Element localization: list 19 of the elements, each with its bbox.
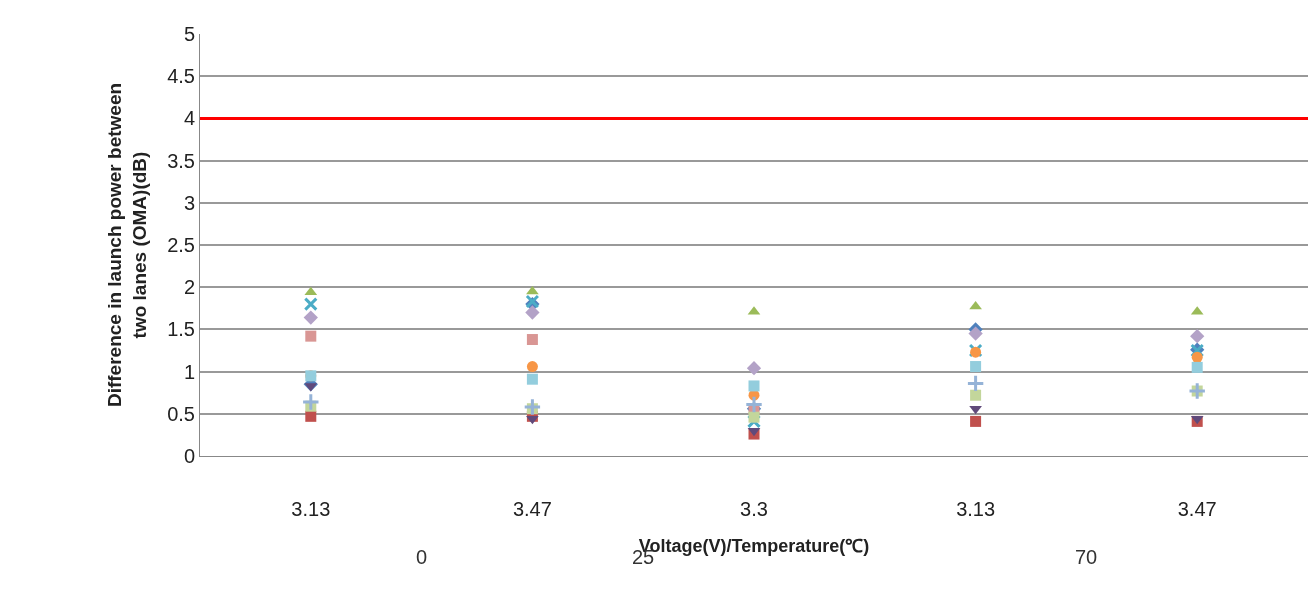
x-tick-label: 3.47 — [1177, 498, 1217, 520]
y-tick-label: 3.5 — [167, 149, 195, 172]
y-tick-label: 0 — [183, 445, 195, 467]
y-tick-label: 2.5 — [167, 234, 195, 256]
y-tick-label: 4 — [183, 107, 195, 130]
text: 70 — [1075, 546, 1098, 568]
y-tick-label: 1.5 — [167, 318, 195, 341]
y-tick-label: 0.5 — [167, 402, 195, 425]
text: 0 — [416, 546, 428, 568]
x-tick-label: 3.3 — [740, 498, 768, 520]
y-tick-label: 3 — [183, 191, 195, 214]
y-tick-label: 5 — [183, 23, 195, 45]
x-tick-label: 3.13 — [956, 498, 996, 520]
x-tick-label: 3.47 — [512, 498, 552, 520]
y-tick-label: 2 — [183, 276, 195, 299]
y-axis-title: Difference in launch power between two lanes (OMA)(dB) — [104, 82, 151, 408]
y-tick-label: 1 — [183, 360, 195, 383]
y-tick-label: 4.5 — [167, 65, 195, 88]
x-tick-label: 3.13 — [291, 498, 331, 520]
